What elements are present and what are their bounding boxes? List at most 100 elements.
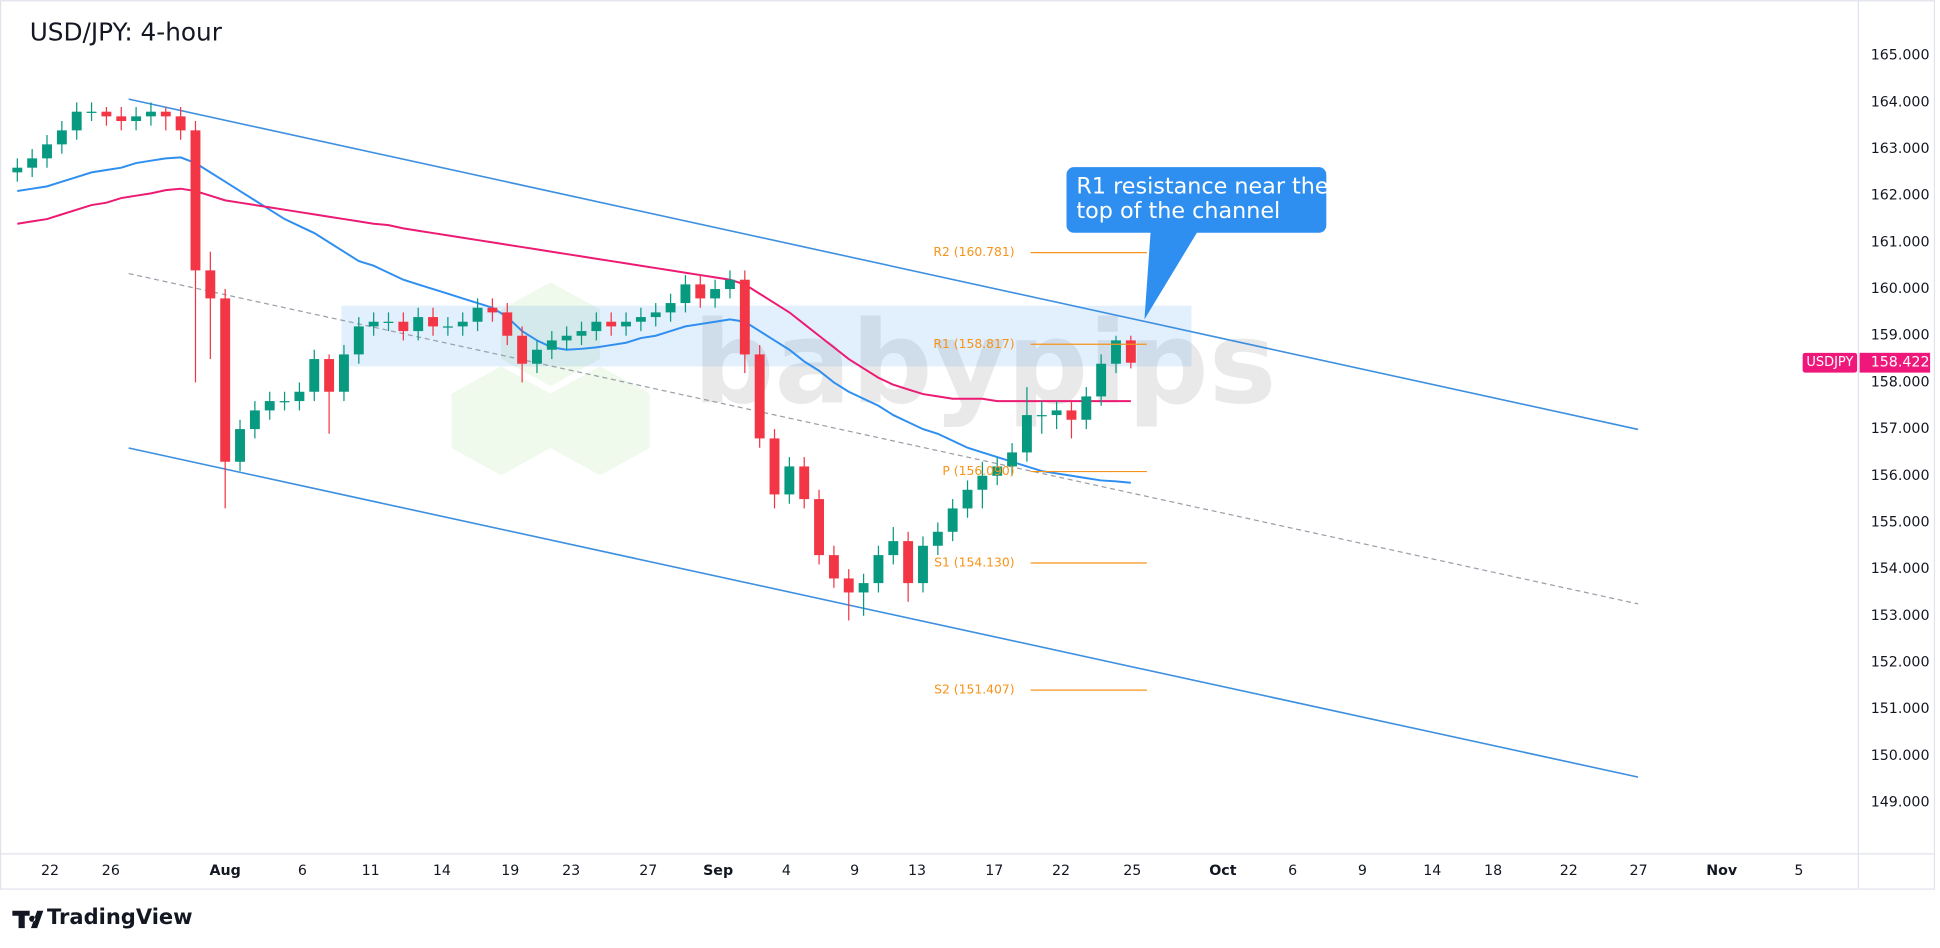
candle-body (932, 531, 943, 546)
candle-body (339, 354, 349, 392)
candle-body (576, 331, 587, 336)
candle-body (324, 359, 335, 392)
footer-brand: TradingView (47, 904, 193, 929)
candle-body (739, 279, 750, 355)
x-tick-label: 18 (1484, 863, 1502, 879)
x-tick-label: 19 (501, 863, 519, 879)
x-tick-label: 25 (1123, 863, 1141, 879)
candle-body (532, 349, 542, 364)
candle-body (814, 499, 825, 556)
callout-text: R1 resistance near the (1076, 173, 1328, 199)
candle-body (828, 555, 839, 579)
channel-bottom (128, 447, 1639, 778)
candle-body (621, 321, 631, 327)
candle-body (1021, 415, 1032, 453)
pivot-label: R1 (158.817) (933, 337, 1014, 351)
y-tick-label: 158.000 (1871, 374, 1930, 390)
y-tick-label: 151.000 (1871, 701, 1930, 717)
candle-body (249, 410, 260, 430)
pivot-label: P (156.090) (942, 464, 1014, 478)
candle-body (145, 111, 156, 117)
candle-body (27, 158, 38, 168)
candle-body (918, 545, 928, 584)
candle-body (190, 130, 201, 271)
candle-body (383, 321, 394, 323)
candle-body (487, 307, 498, 313)
x-tick-label: 9 (850, 863, 859, 879)
moving-average (17, 156, 1131, 484)
moving-average (17, 187, 1131, 403)
footer-logo (12, 910, 44, 929)
y-tick-label: 155.000 (1871, 514, 1930, 530)
pivot-label: S2 (151.407) (934, 683, 1014, 697)
candle-body (413, 317, 424, 332)
candle-body (116, 116, 127, 122)
channel-top (128, 98, 1639, 431)
x-tick-label: 11 (362, 863, 380, 879)
candle-body (368, 321, 379, 327)
last-price-label: 158.422 (1871, 355, 1930, 371)
candle-body (56, 130, 67, 145)
last-price-tag (1859, 352, 1931, 373)
candle-body (977, 475, 988, 490)
x-tick-label: 22 (1052, 863, 1070, 879)
channel-mid (128, 272, 1639, 605)
chart-title: USD/JPY: 4-hour (30, 18, 223, 47)
candle-body (502, 312, 513, 336)
logo-cube (550, 366, 650, 476)
candle-body (873, 555, 884, 584)
y-tick-label: 163.000 (1871, 141, 1930, 157)
candle-body (1051, 410, 1062, 416)
candle-body (1007, 452, 1018, 467)
x-tick-label: 23 (562, 863, 580, 879)
y-tick-label: 150.000 (1871, 748, 1930, 764)
y-tick-label: 152.000 (1871, 654, 1930, 670)
candle-body (799, 466, 810, 500)
y-tick-label: 160.000 (1871, 281, 1930, 297)
pivot-label: S1 (154.130) (934, 556, 1014, 570)
x-tick-label: 22 (41, 863, 59, 879)
candle-body (725, 279, 735, 290)
x-tick-label: Nov (1706, 863, 1738, 879)
candle-body (962, 489, 973, 509)
frame (0, 0, 1936, 890)
candle-body (353, 326, 364, 355)
candle-body (591, 321, 602, 332)
x-tick-label: 26 (102, 863, 120, 879)
x-tick-label: 6 (298, 863, 307, 879)
candle-body (888, 541, 899, 556)
x-tick-label: 14 (1423, 863, 1441, 879)
x-tick-label: 4 (782, 863, 791, 879)
candle-body (695, 284, 706, 299)
x-tick-label: 22 (1560, 863, 1578, 879)
candle-body (754, 354, 765, 439)
y-tick-label: 153.000 (1871, 608, 1930, 624)
candle-body (71, 111, 82, 131)
symbol-label: USDJPY (1806, 355, 1853, 370)
candle-body (769, 438, 780, 495)
x-tick-label: Oct (1209, 863, 1237, 879)
x-tick-label: 5 (1794, 863, 1803, 879)
x-tick-label: 14 (433, 863, 451, 879)
candle-body (131, 116, 142, 122)
candle-body (428, 317, 438, 327)
candle-body (546, 340, 557, 350)
candle-body (264, 401, 275, 411)
candle-body (1111, 340, 1121, 364)
pivot-label: R2 (160.781) (933, 245, 1014, 259)
y-tick-label: 164.000 (1871, 94, 1930, 110)
x-tick-label: Sep (703, 863, 733, 879)
candle-body (1125, 340, 1136, 363)
candle-body (279, 401, 290, 403)
candle-body (561, 335, 572, 341)
y-tick-label: 161.000 (1871, 234, 1930, 250)
x-tick-label: 27 (639, 863, 657, 879)
candle-body (784, 466, 795, 495)
candle-body (992, 466, 1003, 476)
candle-body (710, 289, 721, 299)
candle-body (1036, 415, 1047, 417)
candle-body (947, 508, 958, 532)
candle-body (101, 111, 112, 117)
y-tick-label: 154.000 (1871, 561, 1930, 577)
y-tick-label: 165.000 (1871, 48, 1930, 64)
